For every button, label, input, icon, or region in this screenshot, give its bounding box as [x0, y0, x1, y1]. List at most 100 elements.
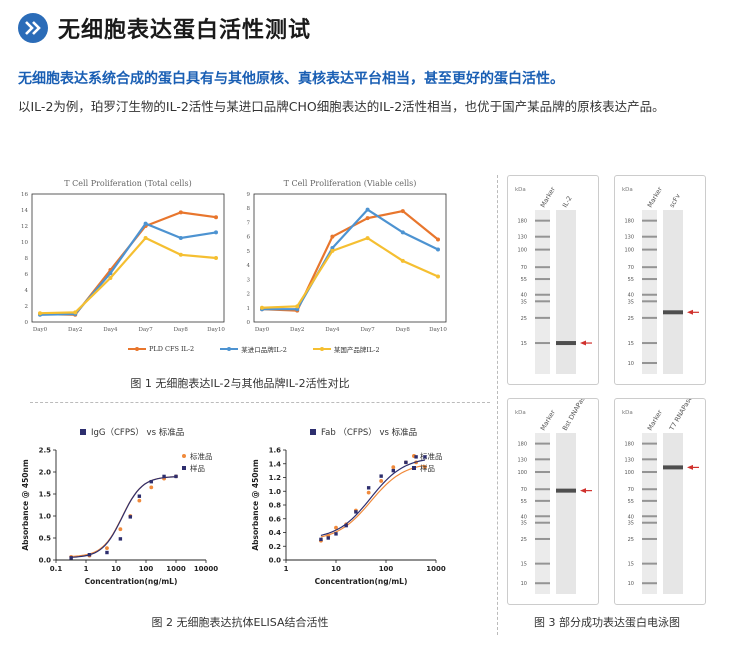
data-point [423, 465, 427, 470]
y-tick-label: 0.2 [269, 543, 282, 551]
y-tick-label: 0 [247, 320, 251, 326]
marker-band [535, 248, 550, 251]
marker-band [535, 458, 550, 461]
x-tick-label: Day8 [396, 327, 411, 333]
data-point [295, 307, 300, 312]
marker-band [535, 266, 550, 269]
data-point [137, 494, 142, 498]
legend-label: PLD CFS IL-2 [149, 345, 195, 353]
y-tick-label: 4 [25, 288, 29, 294]
y-tick-label: 1.6 [269, 447, 282, 455]
data-point [118, 537, 123, 541]
marker-band [642, 235, 657, 238]
data-point [330, 248, 335, 253]
protein-band [663, 465, 683, 470]
data-point [178, 236, 183, 240]
marker-lane [642, 210, 657, 374]
legend-marker [182, 454, 186, 458]
gel-il2: kDa Marker IL-2 180 130 100 70 55 40 35 25 15 [507, 175, 599, 385]
legend-label: 标准品 [190, 451, 213, 461]
legend-label: 某国产品牌IL-2 [333, 346, 380, 354]
y-tick-label: 0.6 [269, 515, 282, 523]
divider [30, 402, 490, 403]
plot-frame [253, 193, 447, 323]
x-axis-label: Concentration(ng/mL) [315, 577, 408, 586]
y-tick-label: 1.4 [269, 460, 282, 468]
data-point [108, 276, 113, 280]
marker-band [642, 582, 657, 585]
y-tick-label: 1.0 [269, 488, 282, 496]
data-point [118, 527, 123, 532]
marker-band [642, 278, 657, 281]
marker-band [642, 499, 657, 502]
data-point [334, 532, 338, 536]
chart-title: T Cell Proliferation (Viable cells) [284, 179, 417, 188]
kda-tick-label: 130 [517, 235, 527, 241]
data-point [143, 221, 148, 226]
y-tick-label: 8 [247, 206, 251, 212]
series-line [39, 236, 217, 315]
x-tick-label: Day10 [207, 327, 225, 333]
data-point [400, 258, 405, 263]
data-point [354, 510, 358, 514]
kda-tick-label: 180 [624, 442, 634, 448]
x-tick-label: Day10 [429, 327, 447, 333]
kda-tick-label: 55 [521, 277, 527, 283]
legend-label: 样品 [190, 463, 205, 473]
marker-band [535, 582, 550, 585]
data-point [365, 236, 370, 241]
gel-scfv: kDa Marker scFv 180 130 100 70 55 40 35 25 15 10 [614, 175, 706, 385]
data-point [391, 468, 396, 473]
fig2-caption: 图 2 无细胞表达抗体ELISA结合活性 [151, 616, 329, 629]
kda-tick-label: 70 [521, 487, 527, 493]
y-tick-label: 14 [21, 208, 28, 214]
kda-tick-label: 100 [624, 248, 634, 254]
data-point [400, 230, 405, 235]
marker-band [535, 471, 550, 474]
kda-tick-label: 55 [628, 499, 634, 505]
protein-band [556, 341, 576, 346]
marker-band [642, 521, 657, 524]
data-point [69, 556, 73, 560]
y-tick-label: 10 [21, 240, 28, 246]
data-point [178, 210, 183, 215]
y-tick-label: 16 [21, 192, 28, 198]
plot-frame [31, 193, 225, 323]
legend-item: 某进口品牌IL-2 [220, 344, 287, 354]
x-tick-label: Day7 [360, 327, 375, 333]
kda-label: kDa [622, 410, 633, 416]
protein-band [663, 310, 683, 315]
data-point [174, 474, 178, 479]
marker-band [535, 219, 550, 222]
marker-band [642, 300, 657, 303]
marker-band [642, 266, 657, 269]
sample-lane [556, 433, 576, 594]
series-line [39, 211, 217, 316]
kda-tick-label: 25 [521, 537, 527, 543]
fig1-legend: PLD CFS IL-2 某进口品牌IL-2 某国产品牌IL-2 [128, 344, 380, 354]
y-tick-label: 1.5 [39, 491, 52, 499]
data-point [137, 498, 142, 503]
kda-tick-label: 100 [624, 470, 634, 476]
data-point [404, 460, 408, 465]
x-tick-label: Day0 [255, 327, 270, 333]
kda-tick-label: 40 [628, 514, 634, 520]
y-tick-label: 2 [247, 292, 251, 298]
y-tick-label: 9 [247, 192, 251, 198]
x-tick-label: Day4 [325, 327, 340, 333]
legend-marker [182, 466, 186, 470]
kda-tick-label: 25 [628, 316, 634, 322]
gel-t7-rnapase: kDa Marker T7 RNAPase 180 130 100 70 55 40 35 25 15… [614, 394, 706, 605]
fig3-caption: 图 3 部分成功表达蛋白电泳图 [534, 616, 680, 629]
page-title: 无细胞表达蛋白活性测试 [58, 18, 312, 43]
chart-title: T Cell Proliferation (Total cells) [64, 179, 191, 188]
x-tick-label: Day8 [174, 327, 189, 333]
data-point [295, 304, 300, 309]
x-tick-label: 1000 [426, 565, 446, 573]
marker-band [642, 471, 657, 474]
x-tick-label: 1 [284, 565, 289, 573]
x-tick-label: 100 [379, 565, 394, 573]
